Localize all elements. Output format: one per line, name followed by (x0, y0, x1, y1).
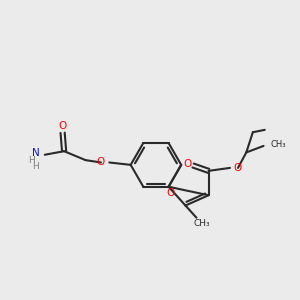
Text: CH₃: CH₃ (193, 219, 210, 228)
Text: O: O (233, 163, 242, 173)
Text: O: O (166, 188, 174, 198)
Text: O: O (96, 157, 104, 166)
Text: H: H (32, 162, 39, 171)
Text: CH₃: CH₃ (271, 140, 286, 149)
Text: N: N (32, 148, 39, 158)
Text: H: H (28, 156, 35, 165)
Text: O: O (184, 159, 192, 169)
Text: O: O (58, 121, 67, 131)
